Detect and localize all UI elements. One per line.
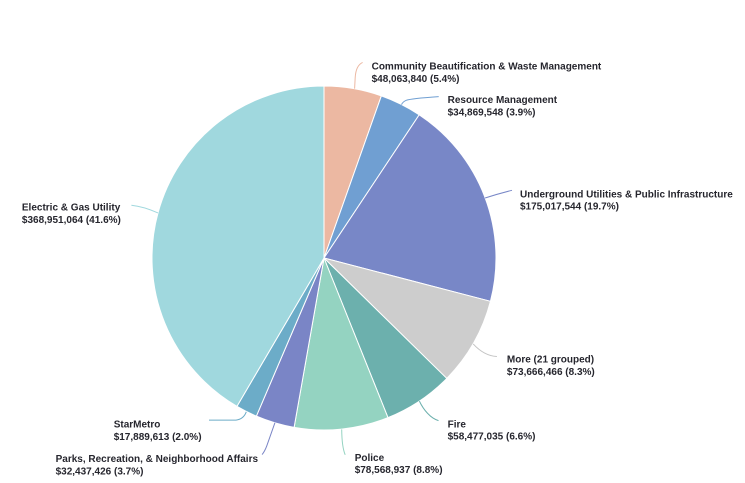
svg-text:$368,951,064 (41.6%): $368,951,064 (41.6%) <box>22 215 121 226</box>
svg-text:$78,568,937 (8.8%): $78,568,937 (8.8%) <box>355 465 443 476</box>
svg-text:Resource Management: Resource Management <box>448 95 558 106</box>
svg-text:$58,477,035 (6.6%): $58,477,035 (6.6%) <box>448 432 536 443</box>
svg-text:$175,017,544 (19.7%): $175,017,544 (19.7%) <box>520 202 619 213</box>
svg-text:Community Beautification & Was: Community Beautification & Waste Managem… <box>372 62 602 73</box>
svg-text:$73,666,466 (8.3%): $73,666,466 (8.3%) <box>507 367 595 378</box>
svg-text:$34,869,548 (3.9%): $34,869,548 (3.9%) <box>448 107 536 118</box>
svg-text:$17,889,613 (2.0%): $17,889,613 (2.0%) <box>114 432 202 443</box>
svg-text:Parks, Recreation, & Neighborh: Parks, Recreation, & Neighborhood Affair… <box>56 454 259 465</box>
svg-text:More (21 grouped): More (21 grouped) <box>507 354 594 365</box>
svg-text:Police: Police <box>355 453 385 464</box>
svg-text:$32,437,426 (3.7%): $32,437,426 (3.7%) <box>56 467 144 478</box>
svg-text:Fire: Fire <box>448 419 467 430</box>
svg-text:Underground Utilities & Public: Underground Utilities & Public Infrastru… <box>520 189 733 200</box>
svg-text:StarMetro: StarMetro <box>114 420 161 431</box>
svg-text:Electric & Gas Utility: Electric & Gas Utility <box>22 202 121 213</box>
svg-text:$48,063,840 (5.4%): $48,063,840 (5.4%) <box>372 74 460 85</box>
